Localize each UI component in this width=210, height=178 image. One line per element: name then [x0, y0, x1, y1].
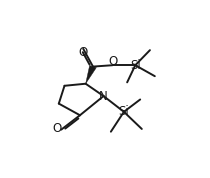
Text: O: O [52, 122, 62, 135]
Text: Si: Si [118, 105, 129, 118]
Text: Si: Si [130, 59, 141, 72]
Text: N: N [99, 90, 108, 103]
Polygon shape [86, 66, 96, 84]
Text: O: O [79, 46, 88, 59]
Text: O: O [108, 55, 117, 68]
